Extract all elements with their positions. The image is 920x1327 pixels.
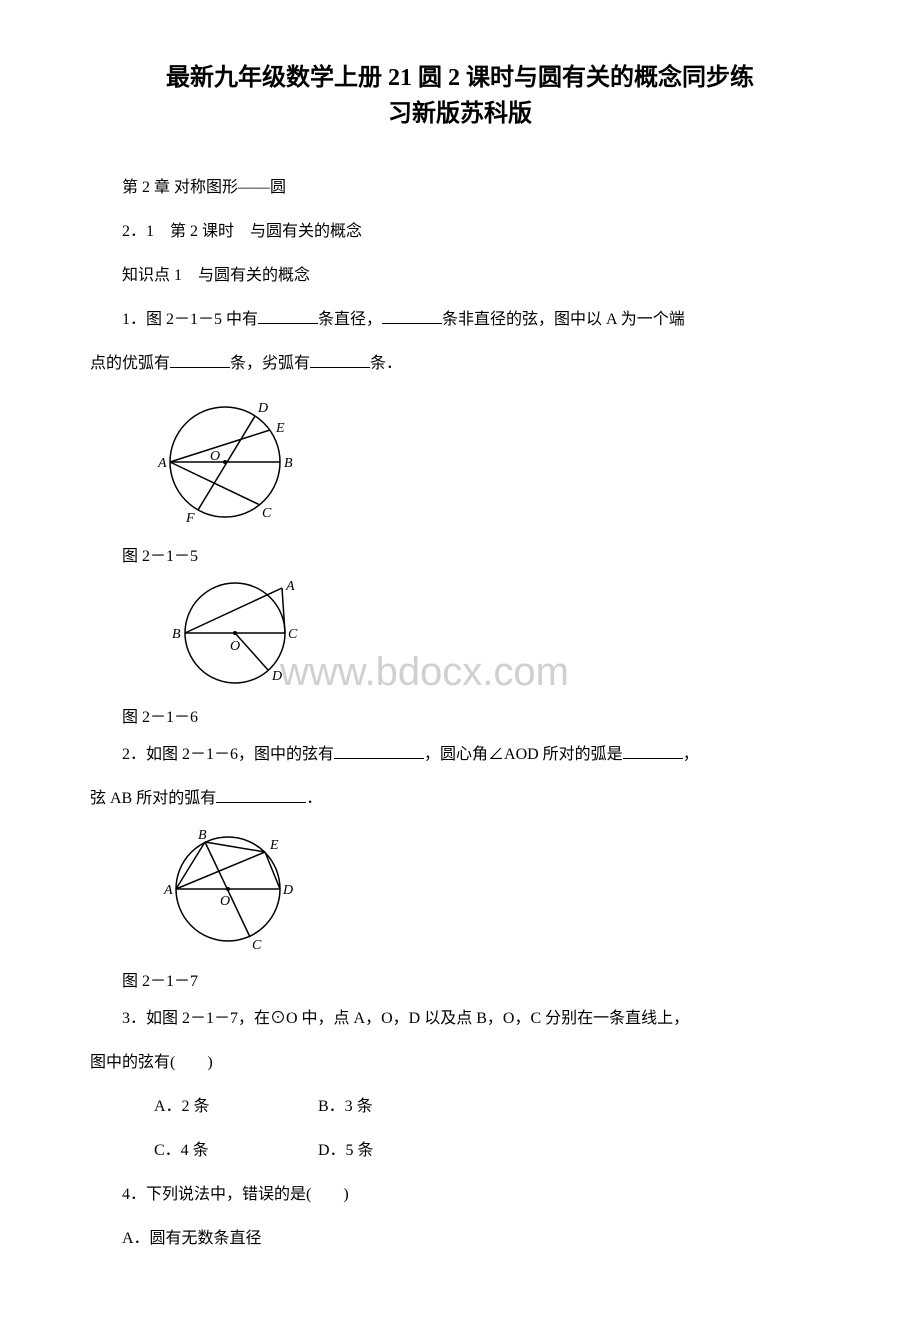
q2-text-4: 弦 AB 所对的弧有: [90, 790, 216, 807]
svg-text:D: D: [257, 401, 268, 416]
question-2-line2: 弦 AB 所对的弧有 ．: [90, 783, 830, 815]
question-3-line1: 3．如图 2－1－7，在⊙O 中，点 A，O，D 以及点 B，O，C 分别在一条…: [90, 1003, 830, 1035]
svg-text:A: A: [163, 883, 173, 898]
question-4: 4．下列说法中，错误的是( ): [90, 1179, 830, 1211]
title-line-1: 最新九年级数学上册 21 圆 2 课时与圆有关的概念同步练: [90, 60, 830, 96]
svg-text:F: F: [185, 511, 195, 526]
question-3-choices-ab: A．2 条 B．3 条: [90, 1091, 830, 1123]
figure-2-1-7-label: 图 2－1－7: [90, 967, 830, 991]
svg-text:A: A: [285, 579, 295, 594]
q2-blank-3: [216, 787, 306, 803]
chapter-heading: 第 2 章 对称图形——圆: [90, 172, 830, 204]
section-heading: 2．1 第 2 课时 与圆有关的概念: [90, 216, 830, 248]
svg-text:E: E: [269, 838, 279, 853]
q1-blank-4: [310, 352, 370, 368]
q1-text-2: 条直径，: [318, 311, 382, 328]
svg-text:B: B: [284, 456, 293, 471]
q3-choice-c: C．4 条: [122, 1135, 282, 1167]
figure-2-1-5: O A B C DE F: [90, 392, 830, 532]
q2-blank-2: [623, 743, 683, 759]
figure-2-1-7-svg: O A B C D E: [150, 827, 310, 957]
svg-text:B: B: [198, 828, 207, 843]
question-3-choices-cd: C．4 条 D．5 条: [90, 1135, 830, 1167]
figure-2-1-5-label: 图 2－1－5: [90, 542, 830, 566]
svg-text:O: O: [220, 894, 230, 909]
q1-text-5: 条，劣弧有: [230, 355, 310, 372]
document-title: 最新九年级数学上册 21 圆 2 课时与圆有关的概念同步练 习新版苏科版: [90, 60, 830, 132]
svg-text:C: C: [262, 506, 272, 521]
q2-blank-1: [334, 743, 424, 759]
q2-text-2: ，圆心角∠AOD 所对的弧是: [424, 746, 623, 763]
q1-text-4: 点的优弧有: [90, 355, 170, 372]
figure-2-1-6-svg: O A B C D: [150, 578, 320, 693]
svg-text:O: O: [210, 449, 220, 464]
svg-text:B: B: [172, 627, 181, 642]
question-1-line2: 点的优弧有 条，劣弧有 条．: [90, 348, 830, 380]
question-2-line1: 2．如图 2－1－6，图中的弦有 ，圆心角∠AOD 所对的弧是 ，: [90, 739, 830, 771]
q2-text-3: ，: [683, 746, 699, 763]
svg-text:C: C: [252, 938, 262, 953]
svg-text:C: C: [288, 627, 298, 642]
figure-2-1-5-svg: O A B C DE F: [150, 392, 310, 532]
question-3-line2: 图中的弦有( ): [90, 1047, 830, 1079]
q1-text-6: 条．: [370, 355, 402, 372]
q1-blank-1: [258, 308, 318, 324]
svg-text:D: D: [282, 883, 293, 898]
q1-blank-3: [170, 352, 230, 368]
q3-choice-a: A．2 条: [122, 1091, 282, 1123]
q2-text-1: 2．如图 2－1－6，图中的弦有: [122, 746, 334, 763]
knowledge-point: 知识点 1 与圆有关的概念: [90, 260, 830, 292]
q2-text-5: ．: [306, 790, 322, 807]
svg-text:O: O: [230, 639, 240, 654]
question-1-line1: 1．图 2－1－5 中有 条直径， 条非直径的弦，图中以 A 为一个端: [90, 304, 830, 336]
q4-choice-a: A．圆有无数条直径: [90, 1223, 830, 1255]
q1-blank-2: [382, 308, 442, 324]
svg-text:A: A: [157, 456, 167, 471]
figure-2-1-6-label: 图 2－1－6: [90, 703, 830, 727]
svg-text:E: E: [275, 421, 285, 436]
title-line-2: 习新版苏科版: [90, 96, 830, 132]
q1-text-3: 条非直径的弦，图中以 A 为一个端: [442, 311, 685, 328]
page-content: 最新九年级数学上册 21 圆 2 课时与圆有关的概念同步练 习新版苏科版 第 2…: [90, 60, 830, 1255]
q1-text-1: 1．图 2－1－5 中有: [122, 311, 258, 328]
q3-choice-b: B．3 条: [286, 1091, 446, 1123]
figure-2-1-7: O A B C D E: [90, 827, 830, 957]
q3-choice-d: D．5 条: [286, 1135, 446, 1167]
figure-2-1-6: O A B C D: [90, 578, 830, 693]
svg-text:D: D: [271, 669, 282, 684]
